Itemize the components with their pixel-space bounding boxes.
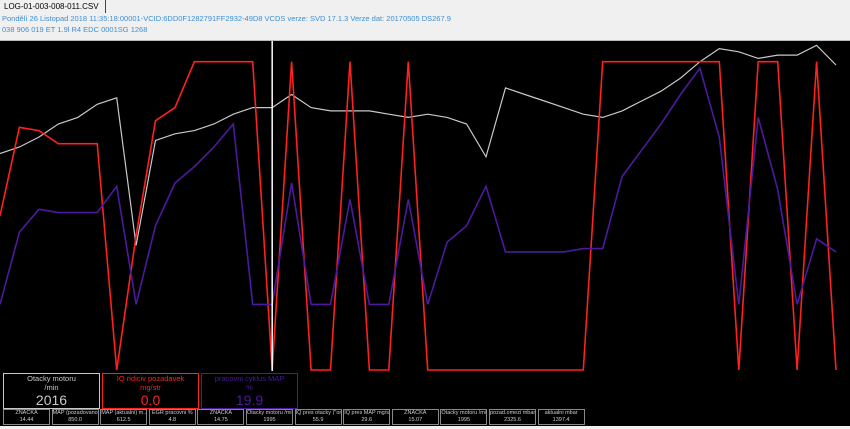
value-tile[interactable]: Otacky motoru /min 1995 xyxy=(440,409,488,425)
series-map xyxy=(0,66,837,306)
tile-value: 2325.6 xyxy=(504,417,521,423)
value-tile[interactable]: IQ pres MAP mg/str 29.6 xyxy=(343,409,391,425)
tile-label: Otacky motoru /min xyxy=(247,410,293,416)
value-tile[interactable]: MAP (aktualni) m... 612.5 xyxy=(100,409,148,425)
tile-label: ZNAČKA xyxy=(15,410,38,416)
gauge-title: IQ ridiciv pozadavek xyxy=(116,374,185,383)
tile-label: MAP (aktualni) m... xyxy=(101,410,148,416)
gauge-value: 2016 xyxy=(35,392,68,408)
gauge-value: 19.9 xyxy=(235,392,264,408)
tile-value: 29.6 xyxy=(361,417,373,423)
tile-value: 1995 xyxy=(263,417,276,423)
log-chart[interactable] xyxy=(0,40,850,372)
tile-label: pozad.omezi mbar xyxy=(490,410,536,416)
tile-value: 1397.4 xyxy=(552,417,570,423)
tile-value: 14.44 xyxy=(19,417,34,423)
gauge-unit: /min xyxy=(44,383,59,392)
tile-value: 14.75 xyxy=(214,417,228,423)
tile-label: ZNAČKA xyxy=(209,410,233,416)
gauge-value: 0.0 xyxy=(140,392,161,408)
tile-value: 55.9 xyxy=(312,417,324,423)
value-tile[interactable]: ZNAČKA 14.44 xyxy=(3,409,50,425)
value-tile[interactable]: Otacky motoru /min 1995 xyxy=(246,409,293,425)
value-tile[interactable]: MAP (pozadovano... 850.0 xyxy=(51,409,99,425)
tile-label: ZNAČKA xyxy=(404,410,427,416)
value-tile[interactable]: aktualni mbar 1397.4 xyxy=(537,409,585,425)
gauge-0[interactable]: Otacky motoru/min 2016 xyxy=(3,373,100,409)
readout-panel: Otacky motoru/min 2016 IQ ridiciv pozadave… xyxy=(0,371,850,426)
gauge-2[interactable]: pracovni cyklus MAP% 19.9 xyxy=(201,373,298,409)
tile-label: IQ pres otacky ("or... xyxy=(295,410,342,416)
tile-value: 850.0 xyxy=(68,417,82,423)
gauge-unit: mg/str xyxy=(140,383,161,392)
gauge-title: pracovni cyklus MAP xyxy=(214,374,285,383)
tile-label: aktualni mbar xyxy=(544,410,578,416)
gauge-1[interactable]: IQ ridiciv pozadavek mg/str 0.0 xyxy=(102,373,199,409)
tile-label: MAP (pozadovano... xyxy=(52,410,99,416)
info-line-1: Pondělí 26 Listopad 2018 11:35:18:00001-… xyxy=(2,14,451,23)
file-tab[interactable]: LOG-01-003-008-011.CSV xyxy=(2,0,106,13)
series-iq xyxy=(0,60,837,371)
tile-label: EGR pracovni % xyxy=(151,410,193,416)
tile-value: 612.5 xyxy=(116,417,131,423)
tile-value: 15.07 xyxy=(408,417,423,423)
info-line-2: 038 906 019 ET 1.9l R4 EDC 0001SG 1268 xyxy=(2,25,148,34)
value-tile[interactable]: ZNAČKA 14.75 xyxy=(197,409,245,425)
value-tile[interactable]: pozad.omezi mbar 2325.6 xyxy=(489,409,536,425)
tile-label: IQ pres MAP mg/str xyxy=(344,410,391,416)
gauge-title: Otacky motoru xyxy=(27,374,76,383)
value-tile[interactable]: IQ pres otacky ("or... 55.9 xyxy=(294,409,342,425)
value-tile[interactable]: ZNAČKA 15.07 xyxy=(391,409,439,425)
tile-value: 4.8 xyxy=(168,417,177,423)
value-tile[interactable]: EGR pracovni % 4.8 xyxy=(148,409,196,425)
series-rpm xyxy=(0,44,837,246)
tile-label: Otacky motoru /min xyxy=(441,410,488,416)
gauge-unit: % xyxy=(246,383,253,392)
tile-value: 1995 xyxy=(457,417,471,423)
